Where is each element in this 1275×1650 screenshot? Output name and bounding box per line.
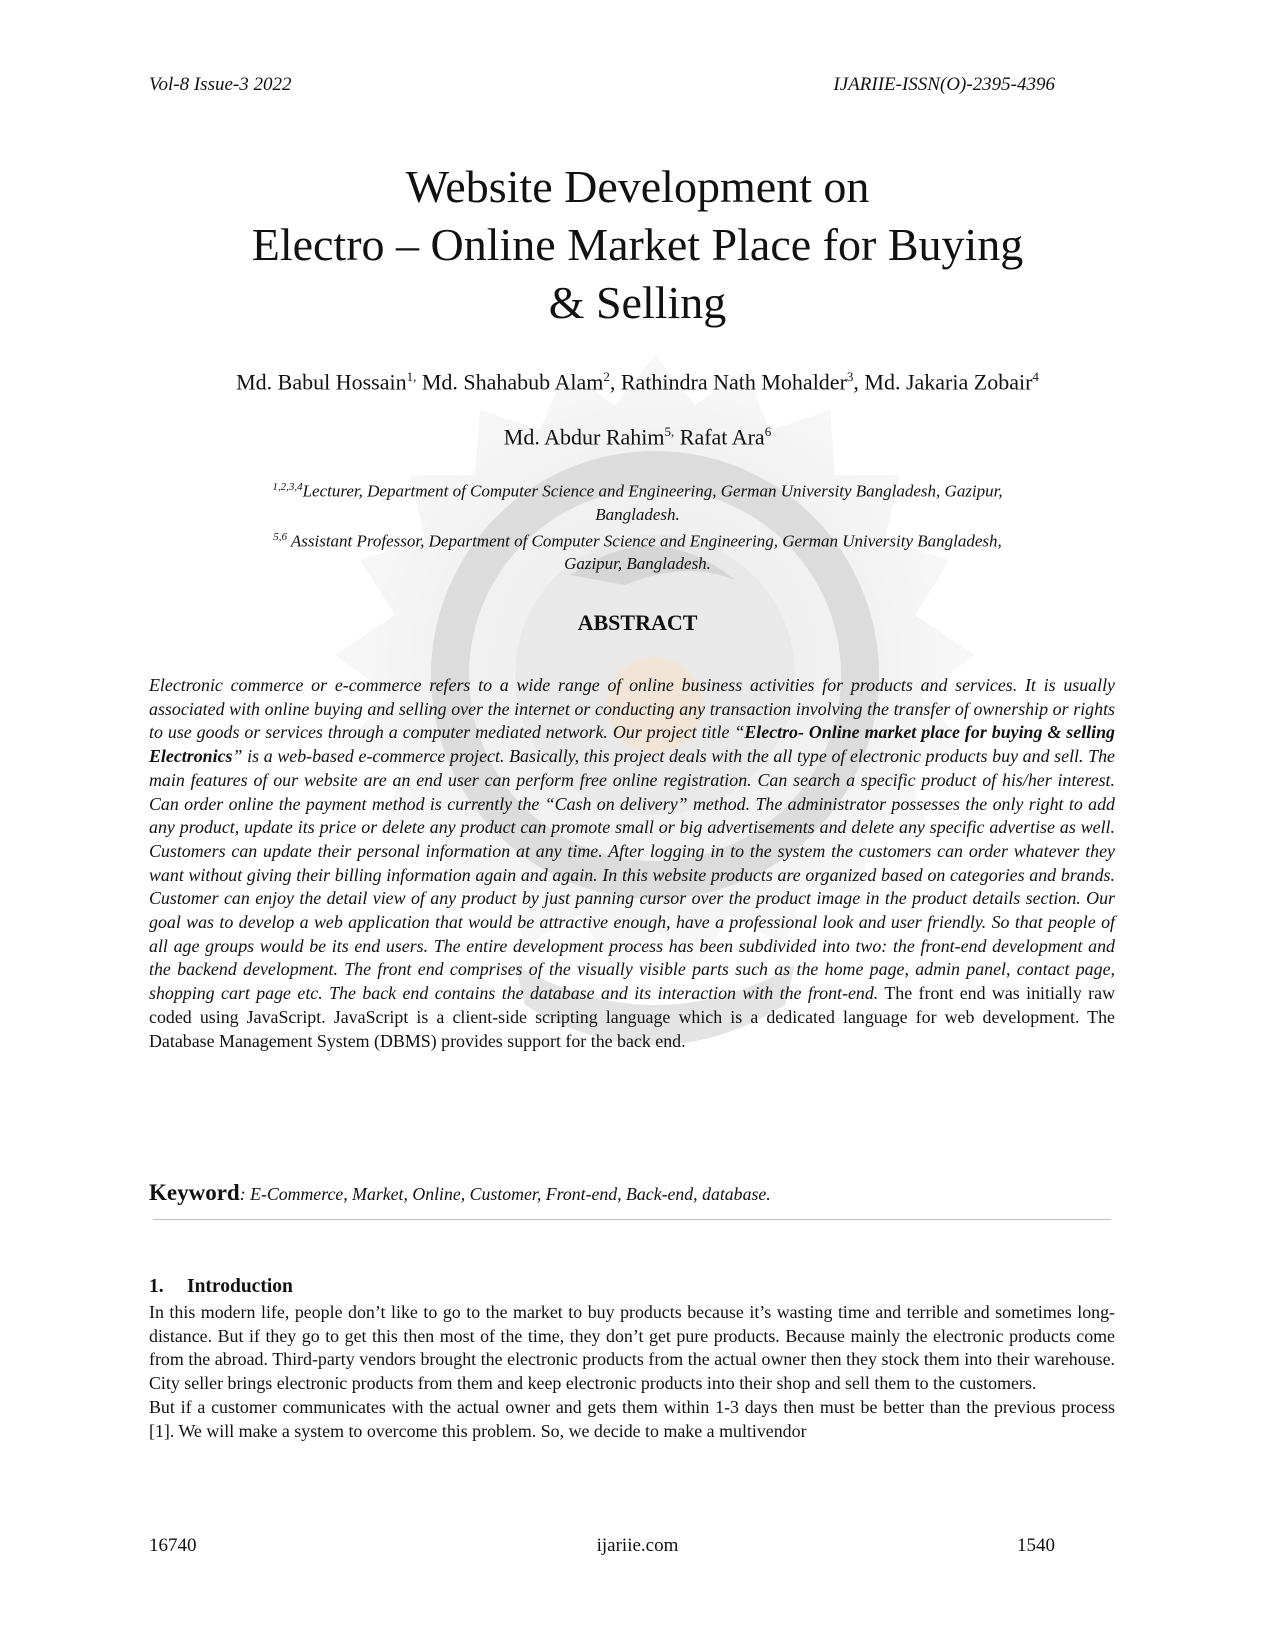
- keyword-list: : E-Commerce, Market, Online, Customer, …: [239, 1184, 771, 1204]
- title-line-3: & Selling: [548, 277, 727, 328]
- author-name: Rafat Ara: [674, 424, 765, 450]
- title-line-2: Electro – Online Market Place for Buying: [251, 219, 1024, 270]
- affiliation-text: Assistant Professor, Department of Compu…: [286, 531, 1002, 551]
- author-affiliation-mark: 2: [603, 369, 610, 384]
- paper-title: Website Development on Electro – Online …: [0, 158, 1275, 332]
- paper-id: 16740: [149, 1535, 197, 1556]
- paragraph: In this modern life, people don’t like t…: [149, 1302, 1115, 1394]
- paragraph: But if a customer communicates with the …: [149, 1396, 1115, 1441]
- affiliation-text: Lecturer, Department of Computer Science…: [302, 481, 1003, 501]
- section-title: Introduction: [187, 1276, 293, 1297]
- author-name: Md. Shahabub Alam: [416, 369, 604, 395]
- introduction-body: In this modern life, people don’t like t…: [149, 1301, 1115, 1443]
- abstract-text: ” is a web-based e-commerce project. Bas…: [149, 746, 1115, 1004]
- author-name: Md. Babul Hossain: [236, 369, 407, 395]
- section-divider: [153, 1219, 1111, 1220]
- abstract-project-title: Electro- Online market place for buying …: [149, 722, 1116, 767]
- author-affiliation-mark: 1,: [406, 369, 417, 384]
- affiliation-1: 1,2,3,4Lecturer, Department of Computer …: [160, 476, 1115, 503]
- affiliations: 1,2,3,4Lecturer, Department of Computer …: [160, 476, 1115, 575]
- author-name: , Rathindra Nath Mohalder: [609, 369, 847, 395]
- author-line-1: Md. Babul Hossain1, Md. Shahabub Alam2, …: [0, 352, 1275, 407]
- abstract-body: Electronic commerce or e-commerce refers…: [149, 674, 1115, 1053]
- journal-volume-issue: Vol-8 Issue-3 2022: [149, 74, 292, 95]
- journal-website: ijariie.com: [596, 1535, 679, 1556]
- page-number: 1540: [1017, 1535, 1055, 1556]
- author-affiliation-mark: 5,: [664, 424, 675, 440]
- author-affiliation-mark: 4: [1032, 369, 1039, 384]
- affiliation-2-cont: Gazipur, Bangladesh.: [564, 554, 711, 574]
- affiliation-mark: 1,2,3,4: [272, 481, 303, 493]
- affiliation-1-cont: Bangladesh.: [595, 504, 680, 524]
- affiliation-mark: 5,6: [273, 530, 287, 543]
- author-affiliation-mark: 6: [764, 424, 772, 440]
- author-list: Md. Babul Hossain1, Md. Shahabub Alam2, …: [0, 352, 1275, 463]
- author-line-2: Md. Abdur Rahim5, Rafat Ara6: [0, 407, 1275, 462]
- section-heading-introduction: 1. Introduction: [149, 1276, 293, 1298]
- title-line-1: Website Development on: [405, 161, 870, 212]
- affiliation-2: 5,6 Assistant Professor, Department of C…: [160, 526, 1115, 553]
- journal-issn: IJARIIE-ISSN(O)-2395-4396: [833, 74, 1055, 95]
- section-number: 1.: [149, 1276, 164, 1297]
- author-affiliation-mark: 3: [846, 369, 854, 384]
- abstract-heading: ABSTRACT: [577, 610, 698, 635]
- journal-watermark-seal: [335, 355, 975, 1045]
- keywords: Keyword: E-Commerce, Market, Online, Cus…: [149, 1180, 771, 1206]
- abstract-text: Electronic commerce or e-commerce refers…: [149, 675, 1115, 743]
- author-name: Md. Abdur Rahim: [503, 424, 665, 450]
- author-name: , Md. Jakaria Zobair: [853, 369, 1033, 395]
- abstract-text: The front end was initially raw coded us…: [149, 983, 1115, 1051]
- keyword-label: Keyword: [149, 1180, 240, 1205]
